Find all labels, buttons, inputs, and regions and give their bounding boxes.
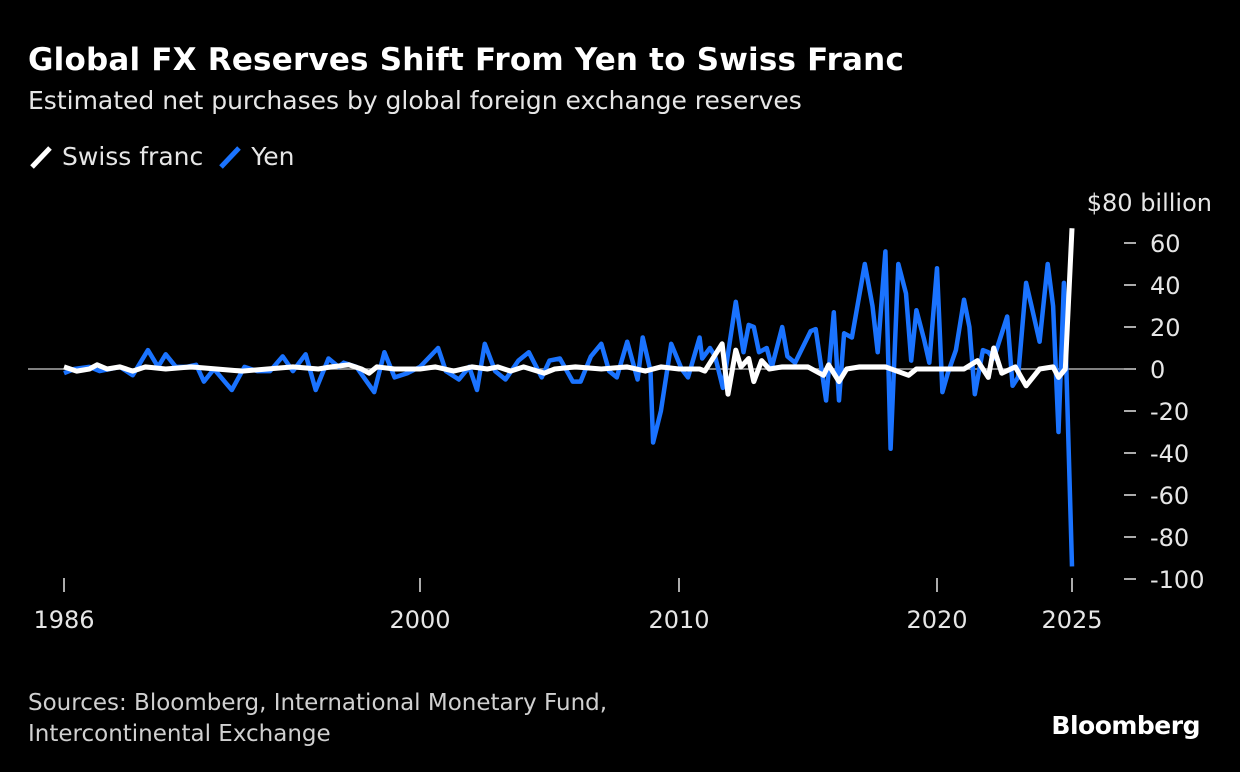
x-tick-label: 1986	[33, 606, 94, 634]
legend-item-swiss-franc: Swiss franc	[28, 142, 203, 171]
y-tick-label: 20	[1150, 314, 1181, 342]
y-unit-label: $80 billion	[1087, 189, 1212, 217]
bloomberg-logo: Bloomberg	[1051, 711, 1200, 740]
series-line-yen	[63, 249, 1075, 567]
x-tick-label: 2025	[1041, 606, 1102, 634]
legend-label-swiss-franc: Swiss franc	[62, 142, 204, 171]
chart-subtitle: Estimated net purchases by global foreig…	[28, 86, 802, 115]
chart-title: Global FX Reserves Shift From Yen to Swi…	[28, 42, 905, 78]
y-tick-label: -40	[1150, 440, 1189, 468]
series-group	[63, 228, 1075, 567]
y-tick-label: -100	[1150, 566, 1204, 594]
sources-line-2: Intercontinental Exchange	[28, 721, 331, 747]
legend-item-yen: Yen	[217, 142, 294, 171]
swiss-franc-swatch-icon	[30, 145, 52, 169]
y-tick-label: 40	[1150, 272, 1181, 300]
y-tick-label: -20	[1150, 398, 1189, 426]
y-tick-label: 0	[1150, 356, 1165, 384]
sources-note: Sources: Bloomberg, International Moneta…	[28, 688, 607, 750]
y-tick-label: -80	[1150, 524, 1189, 552]
legend-label-yen: Yen	[251, 142, 295, 171]
y-axis: 60 40 20 0 -20 -40 -60 -80 -100	[1124, 230, 1204, 594]
x-tick-label: 2000	[389, 606, 450, 634]
y-tick-label: -60	[1150, 482, 1189, 510]
legend: Swiss franc Yen	[28, 142, 294, 171]
series-line-swiss-franc	[63, 228, 1075, 397]
x-tick-label: 2020	[906, 606, 967, 634]
x-tick-label: 2010	[648, 606, 709, 634]
sources-line-1: Sources: Bloomberg, International Moneta…	[28, 690, 608, 716]
x-axis: 1986 2000 2010 2020 2025	[33, 578, 1103, 634]
yen-swatch-icon	[219, 145, 242, 169]
y-tick-label: 60	[1150, 230, 1181, 258]
